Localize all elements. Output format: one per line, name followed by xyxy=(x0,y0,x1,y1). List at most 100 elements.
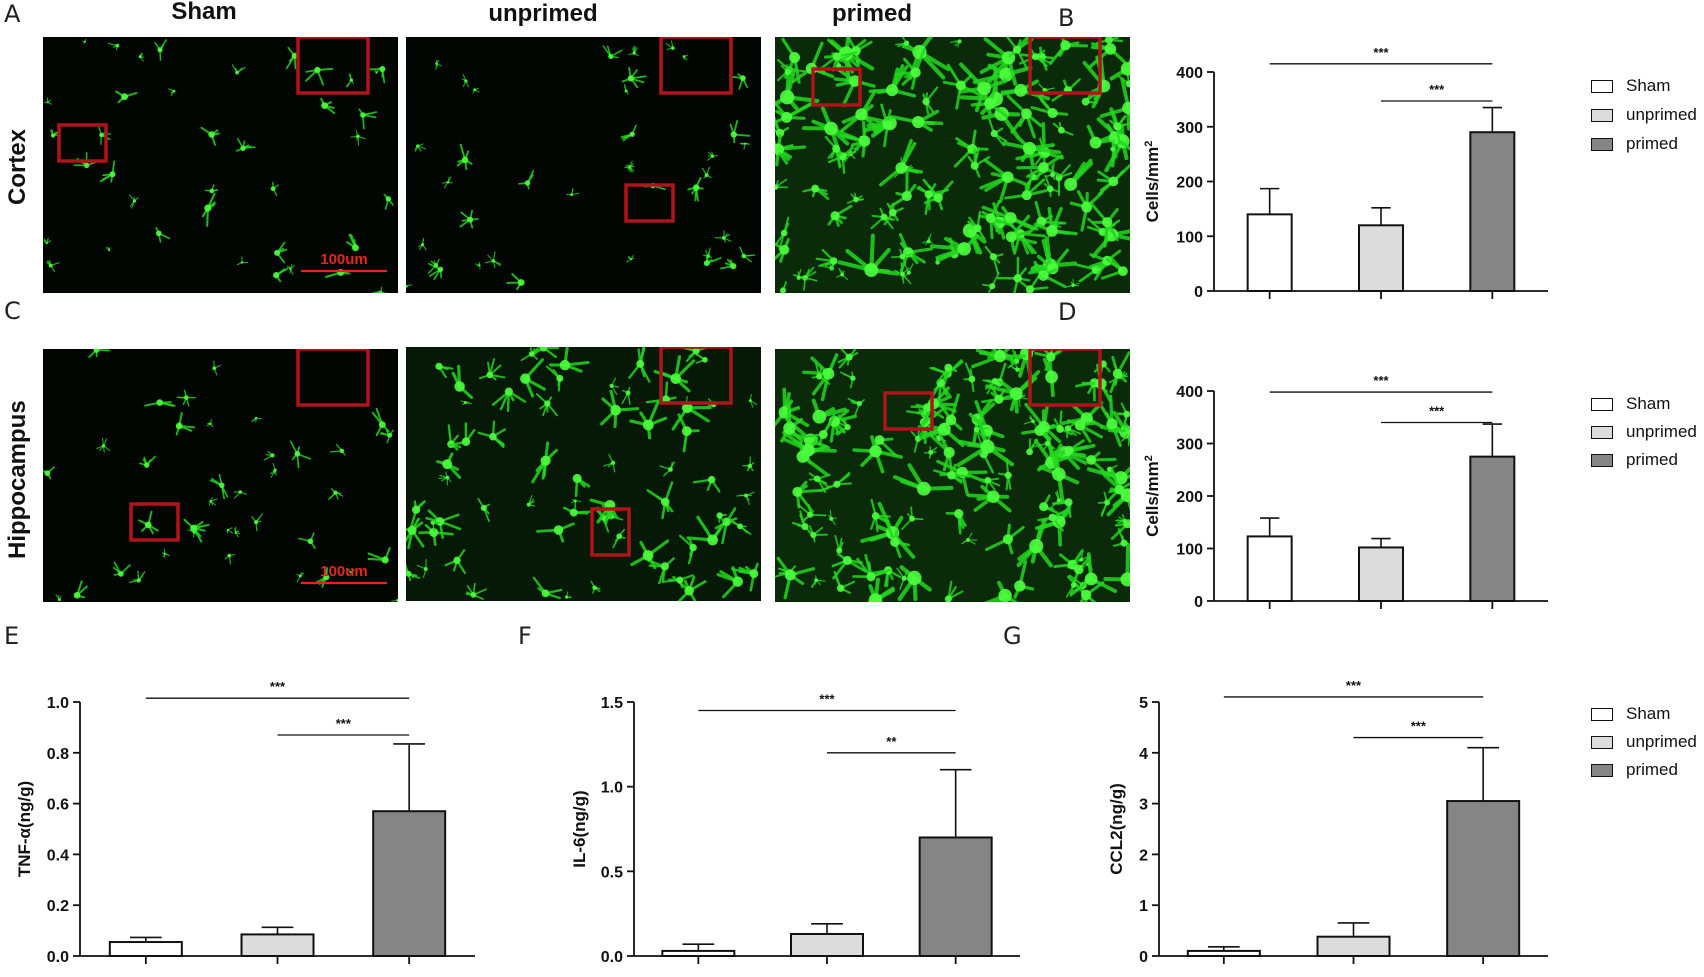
microglia-cell xyxy=(933,457,971,484)
legend-top: Sham unprimed primed xyxy=(1591,76,1703,157)
micrograph-cortex-primed xyxy=(775,37,1130,293)
microglia-cell xyxy=(436,452,462,479)
microglia-cell xyxy=(1043,174,1060,197)
significance-label: *** xyxy=(1373,373,1389,388)
microglia-cell xyxy=(1069,190,1104,232)
microglia-cell xyxy=(406,517,425,550)
microglia-cell xyxy=(416,559,428,578)
microglia-cell xyxy=(73,580,88,599)
microglia-cell xyxy=(115,90,138,104)
microglia-cell xyxy=(571,499,582,509)
microglia-cell xyxy=(1101,256,1128,280)
microglia-cell xyxy=(1008,359,1024,372)
microglia-cell xyxy=(918,183,950,215)
microglia-cell xyxy=(978,199,1014,240)
microglia-cell xyxy=(949,39,962,48)
microglia-cell xyxy=(350,130,366,146)
y-tick-label: 300 xyxy=(1176,437,1203,454)
microglia-cell xyxy=(270,181,279,196)
significance-label: *** xyxy=(819,691,835,706)
microglia-cell xyxy=(438,471,452,486)
microglia-cell xyxy=(780,402,804,443)
microglia-cell xyxy=(536,522,575,543)
microglia-cell xyxy=(621,67,647,89)
microglia-cell xyxy=(714,230,732,243)
microglia-cell xyxy=(373,67,380,74)
microglia-cell xyxy=(775,100,813,124)
microglia-cell xyxy=(620,124,637,142)
microglia-cell xyxy=(99,160,116,183)
microglia-cell xyxy=(204,184,219,194)
microglia-cell xyxy=(1016,518,1053,568)
microglia-cell xyxy=(234,526,241,538)
microglia-cell xyxy=(383,193,394,210)
microglia-cell xyxy=(406,563,420,582)
microglia-cell xyxy=(868,64,917,98)
microglia-cell xyxy=(827,204,853,227)
microglia-cell xyxy=(1109,57,1130,81)
bar-primed xyxy=(1446,800,1521,957)
microglia-cell xyxy=(922,233,934,246)
micrograph-canvas xyxy=(775,349,1130,602)
inset-box xyxy=(659,347,733,405)
y-tick-label: 0 xyxy=(1139,949,1148,966)
microglia-cell xyxy=(716,566,743,599)
microglia-cell xyxy=(475,261,481,270)
microglia-cell xyxy=(910,403,945,424)
y-tick-label: 1 xyxy=(1139,898,1148,915)
y-axis-label-superscript: 2 xyxy=(1143,141,1155,147)
microglia-cell xyxy=(1067,419,1103,443)
microglia-cell xyxy=(742,456,755,472)
panel-letter-g: G xyxy=(1003,622,1022,650)
microglia-cell xyxy=(572,473,591,498)
roi-box xyxy=(811,67,862,107)
microglia-cell xyxy=(961,532,978,545)
legend-swatch-primed xyxy=(1591,454,1613,467)
microglia-cell xyxy=(884,519,911,559)
microglia-cell xyxy=(808,525,829,543)
microglia-cell xyxy=(677,413,700,453)
legend-label-sham: Sham xyxy=(1626,76,1671,95)
microglia-cell xyxy=(1019,275,1049,293)
bar-primed xyxy=(918,836,993,958)
y-axis-label: IL-6(ng/g) xyxy=(570,790,589,867)
microglia-cell xyxy=(410,500,426,528)
microglia-cell xyxy=(456,143,473,171)
column-header-unprimed: unprimed xyxy=(488,0,598,27)
microglia-cell xyxy=(168,88,176,96)
microglia-cell xyxy=(963,362,976,393)
bar-sham xyxy=(1246,213,1293,293)
microglia-cell xyxy=(902,37,951,80)
micrograph-background-glow xyxy=(406,347,761,601)
bar-unprimed xyxy=(1358,224,1404,292)
bar-unprimed xyxy=(1358,546,1404,603)
microglia-cell xyxy=(890,109,944,132)
microglia-cell xyxy=(546,365,564,392)
microglia-cell xyxy=(320,97,336,115)
microglia-cell xyxy=(347,568,355,574)
microglia-cell xyxy=(922,86,939,115)
microglia-cell xyxy=(956,418,1015,468)
microglia-cell xyxy=(967,146,991,178)
microglia-cell xyxy=(328,488,344,500)
microglia-cell xyxy=(1089,201,1119,248)
microglia-cell xyxy=(612,528,626,549)
microglia-cell xyxy=(251,513,263,532)
microglia-cell xyxy=(837,349,859,369)
y-tick-label: 1.5 xyxy=(601,695,623,712)
legend-label-unprimed: unprimed xyxy=(1626,732,1697,751)
legend-swatch-sham xyxy=(1591,80,1613,93)
microglia-cell xyxy=(1030,95,1069,119)
microglia-cell xyxy=(549,347,590,373)
microglia-cell xyxy=(776,556,816,600)
microglia-cell xyxy=(224,553,236,565)
microglia-cell xyxy=(923,446,938,459)
roi-box xyxy=(590,507,631,557)
microglia-cell xyxy=(802,413,836,446)
microglia-cell xyxy=(775,387,810,428)
microglia-cell xyxy=(1051,498,1073,518)
microglia-cell xyxy=(1099,394,1124,447)
microglia-cell xyxy=(484,251,502,269)
legend-label-sham: Sham xyxy=(1626,394,1671,413)
microglia-cell xyxy=(459,209,479,229)
